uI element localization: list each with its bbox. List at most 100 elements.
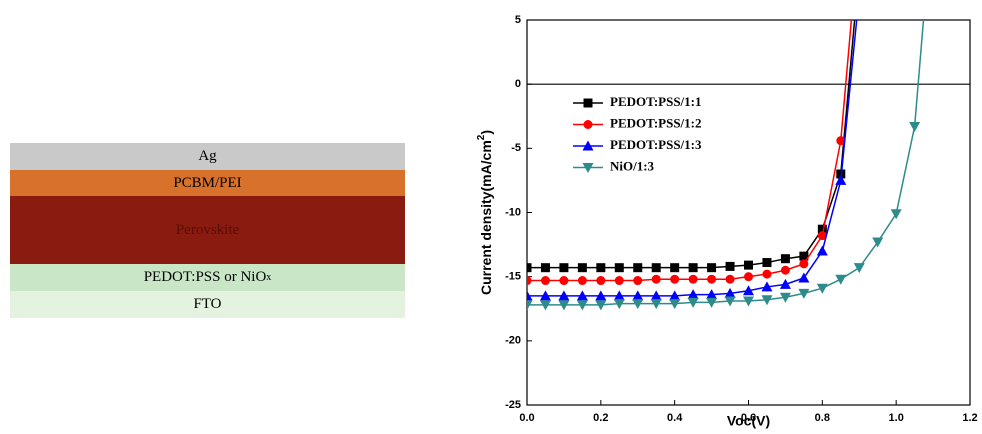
marker: [595, 300, 607, 311]
x-tick-label: 0.4: [667, 412, 683, 424]
marker: [725, 261, 735, 271]
marker: [576, 300, 588, 311]
series-line: [527, 20, 925, 306]
marker: [780, 265, 790, 275]
marker: [558, 290, 570, 301]
marker: [909, 122, 921, 133]
x-axis-label: Voc(V): [727, 413, 770, 429]
marker: [761, 281, 773, 292]
marker: [633, 276, 643, 286]
marker: [670, 263, 680, 273]
marker: [633, 263, 643, 273]
marker: [527, 300, 533, 311]
marker: [835, 174, 847, 185]
marker: [577, 263, 587, 273]
marker: [798, 272, 810, 283]
x-tick-label: 0.8: [815, 412, 830, 424]
x-tick-label: 1.2: [962, 412, 977, 424]
marker: [583, 98, 593, 108]
marker: [744, 272, 753, 282]
marker: [596, 276, 606, 286]
marker: [582, 140, 594, 151]
layer: PEDOT:PSS or NiO x: [10, 264, 405, 291]
layer-label: Perovskite: [175, 221, 240, 238]
marker: [724, 296, 736, 307]
marker: [614, 263, 624, 273]
marker: [540, 263, 550, 273]
marker: [798, 288, 810, 299]
y-tick-label: -25: [505, 399, 521, 411]
marker: [817, 224, 827, 234]
marker: [816, 245, 828, 256]
layer-label-sub: x: [266, 272, 272, 283]
layer-label: Ag: [198, 148, 217, 164]
x-tick-label: 0.2: [593, 412, 608, 424]
marker: [779, 292, 791, 303]
layer-label: PEDOT:PSS or NiO: [143, 269, 267, 285]
marker: [836, 136, 846, 146]
x-tick-label: 0.6: [741, 412, 756, 424]
marker: [707, 263, 717, 273]
marker: [706, 289, 718, 300]
marker: [596, 263, 606, 273]
x-tick-label: 0.0: [519, 412, 534, 424]
plot-area: [527, 20, 925, 311]
plot-frame: [526, 19, 971, 406]
marker: [890, 209, 902, 220]
marker: [559, 276, 569, 286]
legend-label: PEDOT:PSS/1:1: [610, 94, 702, 109]
marker: [743, 285, 754, 296]
marker: [527, 290, 533, 301]
y-axis-label-text: Current density(mA/cm: [478, 140, 494, 295]
marker: [835, 274, 847, 285]
marker: [762, 258, 772, 268]
marker: [613, 299, 625, 310]
layer: Ag: [10, 143, 405, 170]
marker: [688, 274, 698, 284]
layer: Perovskite: [10, 196, 405, 264]
legend-label: PEDOT:PSS/1:2: [610, 115, 702, 130]
marker: [687, 289, 699, 300]
marker: [650, 290, 662, 301]
marker: [669, 299, 681, 310]
marker: [706, 297, 718, 308]
series-line: [527, 20, 856, 269]
marker: [743, 296, 754, 307]
marker: [779, 278, 791, 289]
marker: [853, 263, 865, 274]
marker: [670, 274, 680, 284]
marker: [539, 300, 551, 311]
x-tick-label: 1.0: [889, 412, 904, 424]
marker: [761, 295, 773, 306]
marker: [762, 269, 772, 279]
marker: [651, 274, 661, 284]
marker: [816, 283, 828, 294]
marker: [651, 263, 661, 273]
y-axis-label-end: ): [478, 130, 494, 135]
y-tick-label: 0: [515, 78, 521, 90]
marker: [724, 287, 736, 298]
layer: FTO: [10, 291, 405, 318]
marker: [558, 300, 570, 311]
marker: [632, 299, 644, 310]
layer-label: FTO: [193, 296, 222, 312]
marker: [688, 263, 698, 273]
marker: [817, 231, 827, 241]
marker: [669, 290, 681, 301]
marker: [632, 290, 644, 301]
y-tick-label: -15: [505, 271, 521, 283]
y-tick-label: 5: [515, 14, 521, 26]
y-tick-label: -5: [511, 142, 521, 154]
marker: [540, 276, 550, 286]
marker: [595, 290, 607, 301]
marker: [577, 276, 587, 286]
marker: [527, 276, 532, 286]
marker: [614, 276, 624, 286]
y-axis-label: Current density(mA/cm2): [476, 130, 494, 295]
marker: [725, 274, 735, 284]
marker: [780, 254, 790, 264]
marker: [687, 297, 699, 308]
marker: [527, 263, 532, 273]
